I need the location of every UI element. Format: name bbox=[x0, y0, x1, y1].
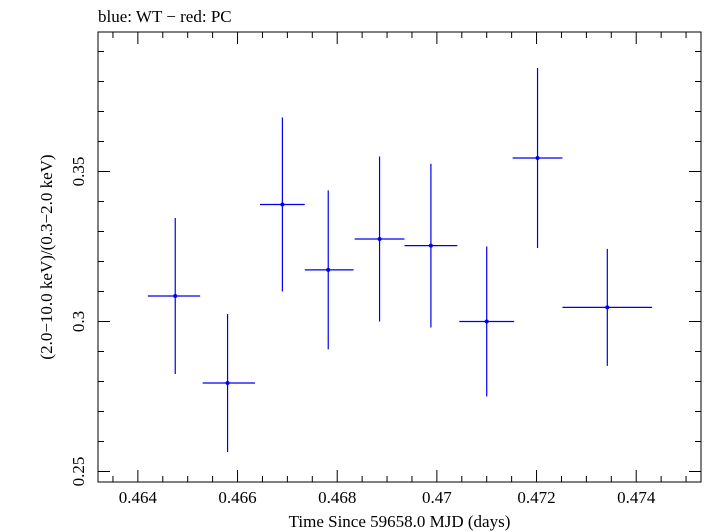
x-tick-label: 0.474 bbox=[617, 488, 656, 507]
point-marker bbox=[377, 237, 382, 241]
x-tick-label: 0.468 bbox=[318, 488, 356, 507]
data-point bbox=[259, 117, 305, 292]
x-tick-label: 0.472 bbox=[517, 488, 555, 507]
data-point bbox=[562, 248, 653, 366]
point-marker bbox=[535, 156, 540, 160]
data-point bbox=[512, 68, 563, 248]
y-tick-label: 0.3 bbox=[69, 311, 88, 332]
point-marker bbox=[173, 294, 178, 298]
data-point bbox=[147, 218, 201, 374]
data-point bbox=[354, 156, 405, 322]
data-point bbox=[304, 190, 354, 350]
chart-title: blue: WT − red: PC bbox=[98, 7, 232, 26]
data-points bbox=[147, 68, 653, 452]
x-axis-title: Time Since 59658.0 MJD (days) bbox=[289, 512, 511, 531]
point-marker bbox=[428, 243, 433, 248]
data-point bbox=[459, 246, 515, 397]
y-tick-label: 0.35 bbox=[69, 157, 88, 187]
point-marker bbox=[280, 202, 285, 207]
point-marker bbox=[605, 305, 610, 310]
plot-frame bbox=[97, 31, 702, 483]
x-tick-label: 0.47 bbox=[422, 488, 452, 507]
x-tick-label: 0.464 bbox=[119, 488, 158, 507]
data-point bbox=[404, 163, 458, 328]
point-marker bbox=[225, 381, 230, 385]
y-axis-title: (2.0−10.0 keV)/(0.3−2.0 keV) bbox=[37, 154, 56, 359]
point-marker bbox=[484, 319, 489, 324]
y-tick-label: 0.25 bbox=[69, 457, 88, 487]
data-point bbox=[202, 314, 255, 452]
x-tick-label: 0.466 bbox=[218, 488, 256, 507]
point-marker bbox=[326, 267, 331, 272]
axis-ticks: 0.464 0.466 0.468 0.47 0.472 0.474 0.25 0.3 0.35 bbox=[69, 32, 701, 507]
